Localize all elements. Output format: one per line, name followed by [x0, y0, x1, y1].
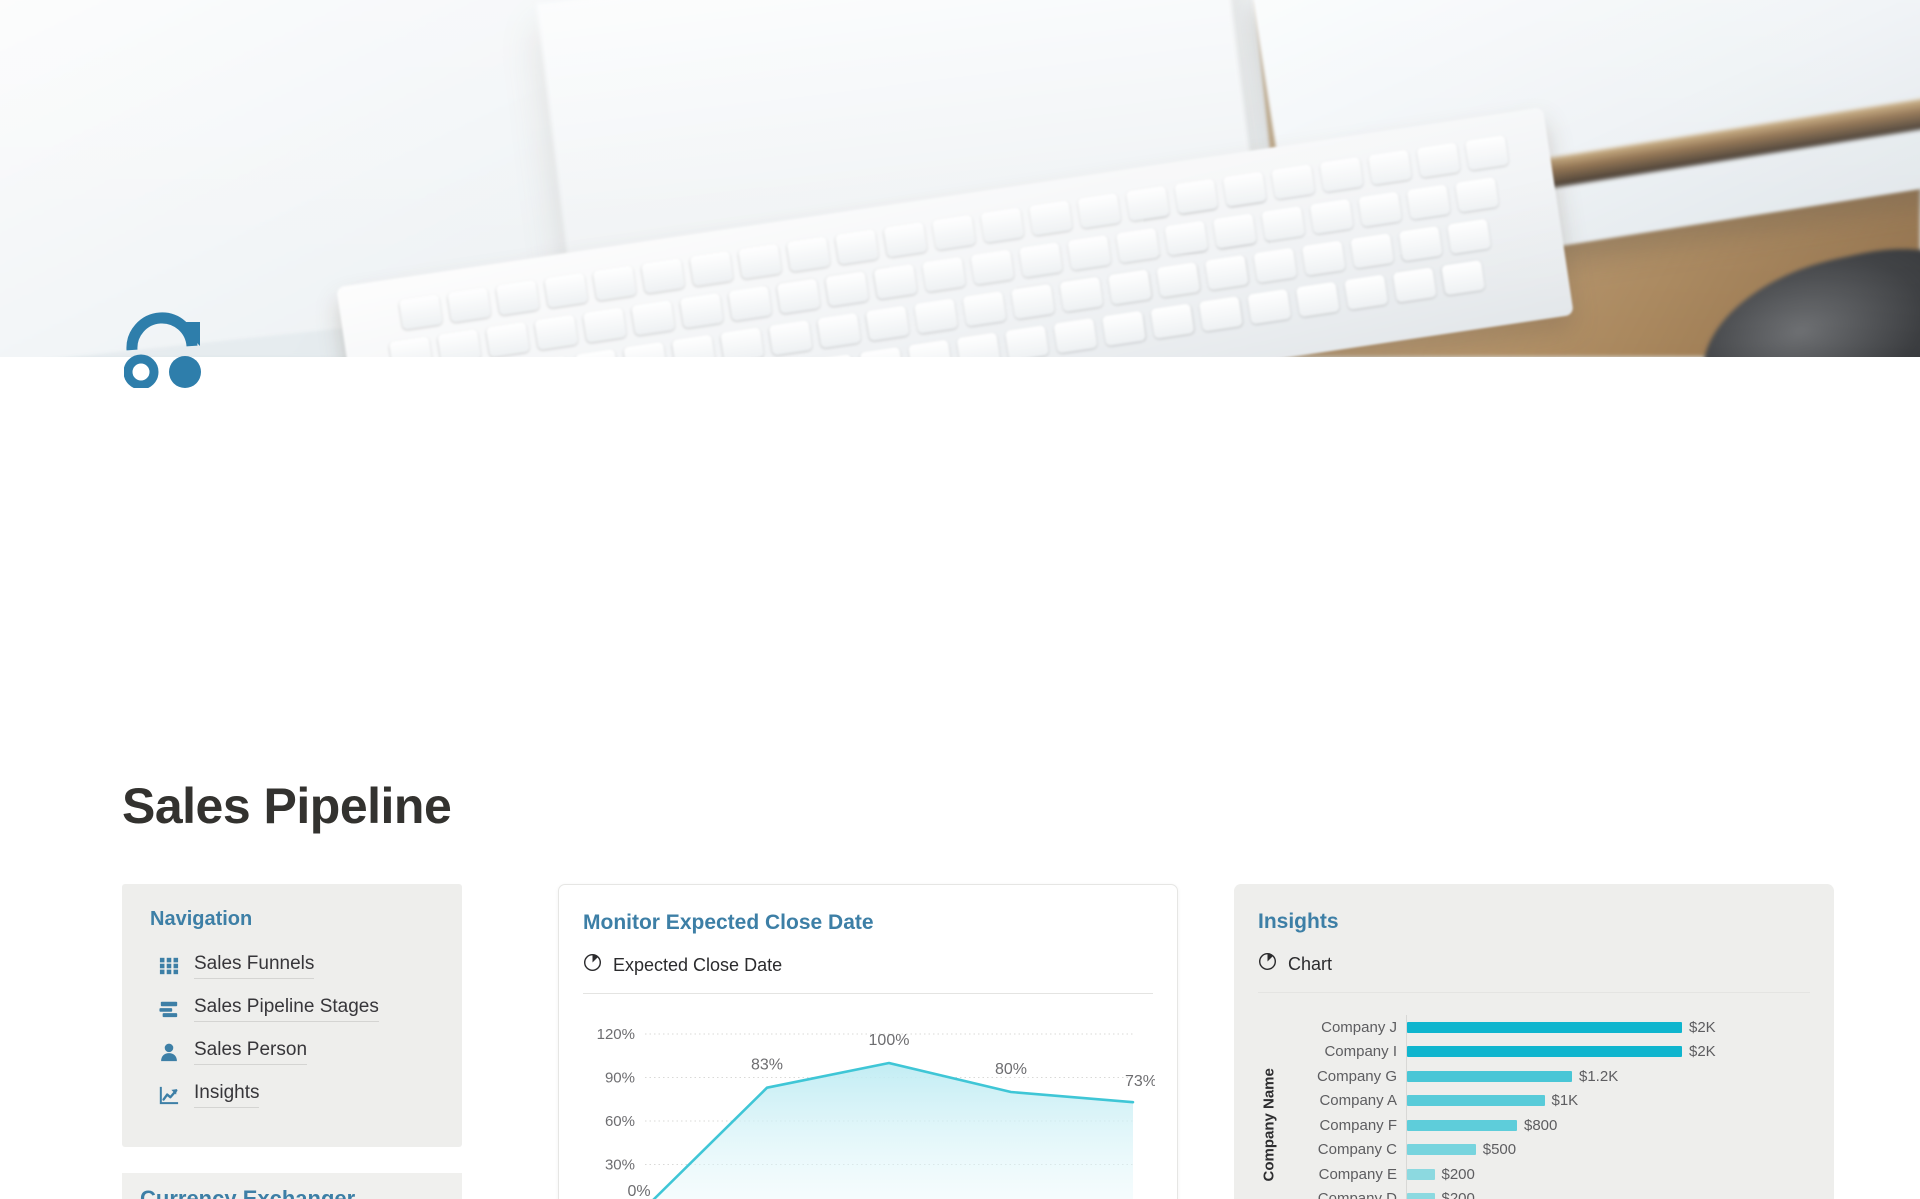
pie-clock-icon — [1258, 952, 1277, 976]
bar[interactable] — [1407, 1021, 1682, 1033]
sidebar-item-sales-person[interactable]: Sales Person — [150, 1031, 434, 1074]
bar-category-label: Company F — [1319, 1116, 1397, 1134]
bar-category-label: Company A — [1319, 1092, 1397, 1110]
expected-close-date-chart: 0%30%60%90%120%No Expected Close…Feb 202… — [583, 1020, 1157, 1199]
bar-chart-row: Company A $1K — [1284, 1088, 1810, 1113]
monitor-expected-close-date-panel: Monitor Expected Close Date Expected Clo… — [558, 884, 1178, 1199]
person-icon — [158, 1041, 180, 1063]
bar[interactable] — [1407, 1193, 1435, 1199]
svg-text:73%: 73% — [1125, 1073, 1155, 1090]
bar-value-label: $2K — [1689, 1043, 1716, 1061]
svg-text:120%: 120% — [597, 1026, 635, 1043]
bar-track: $1K — [1406, 1088, 1810, 1113]
page-title: Sales Pipeline — [122, 778, 452, 834]
stages-icon — [158, 998, 180, 1020]
line-chart-svg: 0%30%60%90%120%No Expected Close…Feb 202… — [597, 1026, 1157, 1199]
bar-track: $200 — [1406, 1162, 1810, 1187]
bar-chart-row: Company J $2K — [1284, 1015, 1810, 1040]
bar-chart-row: Company I $2K — [1284, 1039, 1810, 1064]
bar[interactable] — [1407, 1119, 1517, 1131]
svg-text:0%: 0% — [627, 1183, 650, 1199]
bar-category-label: Company J — [1321, 1018, 1397, 1036]
sidebar-item-label: Sales Funnels — [194, 953, 315, 979]
sidebar-item-sales-pipeline-stages[interactable]: Sales Pipeline Stages — [150, 988, 434, 1031]
bar-track: $200 — [1406, 1186, 1810, 1199]
bar[interactable] — [1407, 1095, 1545, 1107]
bar[interactable] — [1407, 1144, 1476, 1156]
insights-bar-chart: Company Name Company J $2K Company I $2K Com… — [1258, 1015, 1810, 1199]
bar-value-label: $1.2K — [1579, 1067, 1619, 1085]
bar-value-label: $2K — [1689, 1018, 1716, 1036]
bar-chart-rows: Company J $2K Company I $2K Company G $1.2K Co… — [1284, 1015, 1810, 1199]
svg-text:100%: 100% — [869, 1032, 910, 1049]
insights-panel: Insights Chart Company Name Company J $2K… — [1234, 884, 1834, 1199]
sidebar-item-label: Insights — [194, 1082, 260, 1108]
sidebar-item-label: Sales Pipeline Stages — [194, 996, 379, 1022]
svg-text:60%: 60% — [605, 1113, 635, 1130]
bar-value-label: $200 — [1441, 1190, 1475, 1199]
panel-subtitle-row[interactable]: Expected Close Date — [583, 953, 1153, 994]
panel-subtitle-label: Expected Close Date — [613, 954, 783, 975]
bar-chart-row: Company G $1.2K — [1284, 1064, 1810, 1089]
bar-track: $1.2K — [1406, 1064, 1810, 1089]
navigation-title: Navigation — [150, 908, 253, 930]
bar-track: $2K — [1406, 1015, 1810, 1040]
left-column: Navigation Sales Funnels — [122, 884, 462, 1199]
bar-value-label: $200 — [1441, 1165, 1475, 1183]
bar-value-label: $800 — [1524, 1116, 1558, 1134]
bar-chart-row: Company E $200 — [1284, 1162, 1810, 1187]
bar-track: $800 — [1406, 1113, 1810, 1138]
sidebar-item-sales-funnels[interactable]: Sales Funnels — [150, 945, 434, 988]
grid-icon — [158, 955, 180, 977]
currency-exchanger-card: Currency Exchanger USD EURO POUND — [122, 1173, 462, 1199]
sidebar-item-insights[interactable]: Insights — [150, 1074, 434, 1117]
trend-chart-icon — [158, 1084, 180, 1106]
bar[interactable] — [1407, 1046, 1682, 1058]
svg-text:30%: 30% — [605, 1157, 635, 1174]
hero-banner — [0, 0, 1920, 357]
panel-subtitle-row[interactable]: Chart — [1258, 952, 1810, 993]
pie-clock-icon — [583, 953, 602, 977]
svg-text:83%: 83% — [751, 1057, 783, 1074]
bar-chart-row: Company F $800 — [1284, 1113, 1810, 1138]
bar-chart-y-axis-label: Company Name — [1260, 1068, 1278, 1182]
panel-title: Monitor Expected Close Date — [583, 911, 874, 934]
bar-value-label: $500 — [1482, 1141, 1517, 1159]
content-columns: Navigation Sales Funnels — [0, 884, 1920, 1199]
bar-category-label: Company I — [1324, 1043, 1397, 1061]
pipeline-arrow-logo-icon — [124, 312, 201, 388]
navigation-card: Navigation Sales Funnels — [122, 884, 462, 1147]
bar-track: $500 — [1406, 1137, 1810, 1162]
svg-text:90%: 90% — [605, 1070, 635, 1087]
bar-chart-row: Company C $500 — [1284, 1137, 1810, 1162]
bar[interactable] — [1407, 1168, 1435, 1180]
bar-category-label: Company G — [1316, 1067, 1397, 1085]
bar-category-label: Company E — [1318, 1165, 1397, 1183]
svg-text:80%: 80% — [995, 1061, 1027, 1078]
bar[interactable] — [1407, 1070, 1572, 1082]
panel-subtitle-label: Chart — [1288, 953, 1333, 974]
bar-chart-row: Company D $200 — [1284, 1186, 1810, 1199]
panel-title: Insights — [1258, 910, 1339, 933]
hero-photo-desk — [0, 0, 1920, 357]
bar-value-label: $1K — [1551, 1092, 1579, 1110]
currency-exchanger-title: Currency Exchanger — [122, 1173, 462, 1199]
bar-track: $2K — [1406, 1039, 1810, 1064]
bar-category-label: Company D — [1317, 1190, 1397, 1199]
bar-category-label: Company C — [1317, 1141, 1397, 1159]
sidebar-item-label: Sales Person — [194, 1039, 308, 1065]
